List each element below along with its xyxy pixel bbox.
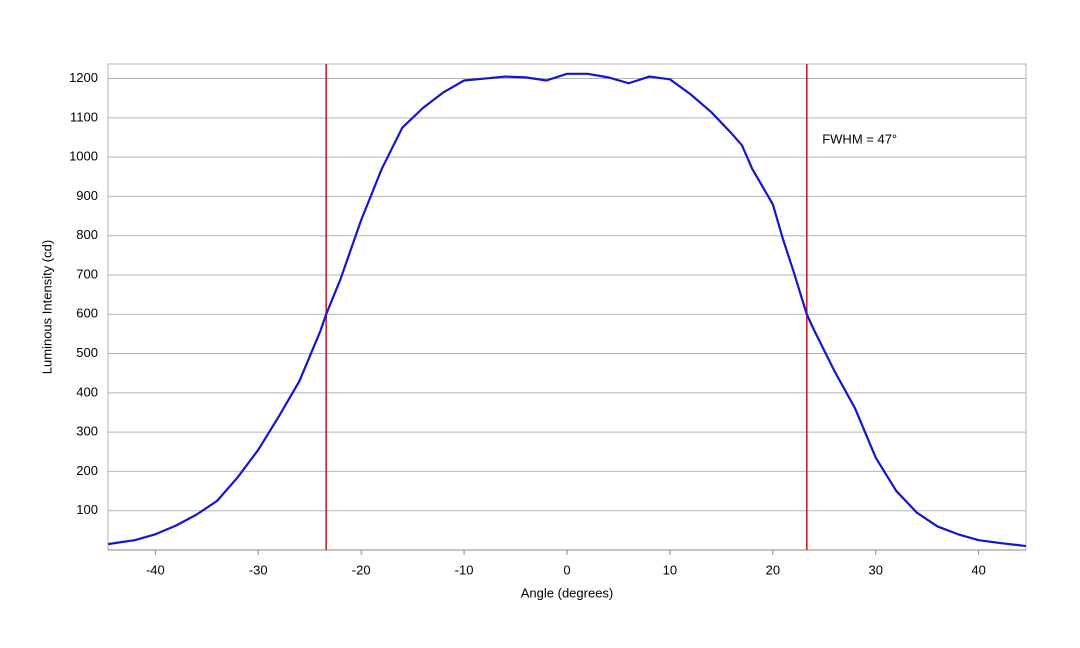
x-tick-label: -40 <box>146 562 165 577</box>
y-tick-label: 200 <box>76 463 98 478</box>
x-tick-label: 0 <box>563 562 570 577</box>
x-tick-label: -20 <box>352 562 371 577</box>
x-tick-label: 20 <box>766 562 780 577</box>
y-tick-label: 300 <box>76 424 98 439</box>
y-tick-label: 1100 <box>70 109 98 124</box>
x-tick-label: -30 <box>249 562 268 577</box>
x-tick-label: 40 <box>971 562 985 577</box>
y-tick-label: 700 <box>76 266 98 281</box>
plot-area <box>107 63 1027 551</box>
y-tick-label: 1000 <box>69 149 98 164</box>
y-tick-label: 900 <box>76 188 98 203</box>
x-tick-label: -10 <box>455 562 474 577</box>
x-tick-label: 10 <box>663 562 677 577</box>
data-line <box>107 72 1027 548</box>
y-tick-label: 1200 <box>69 70 98 85</box>
y-tick-label: 100 <box>76 502 98 517</box>
y-axis-label: Luminous Intensity (cd) <box>39 240 54 374</box>
y-tick-label: 600 <box>76 306 98 321</box>
annotation: FWHM = 47° <box>822 131 897 146</box>
x-tick-label: 30 <box>869 562 883 577</box>
x-axis-label: Angle (degrees) <box>521 585 614 600</box>
y-tick-label: 500 <box>76 345 98 360</box>
y-tick-label: 400 <box>76 384 98 399</box>
y-tick-label: 800 <box>76 227 98 242</box>
